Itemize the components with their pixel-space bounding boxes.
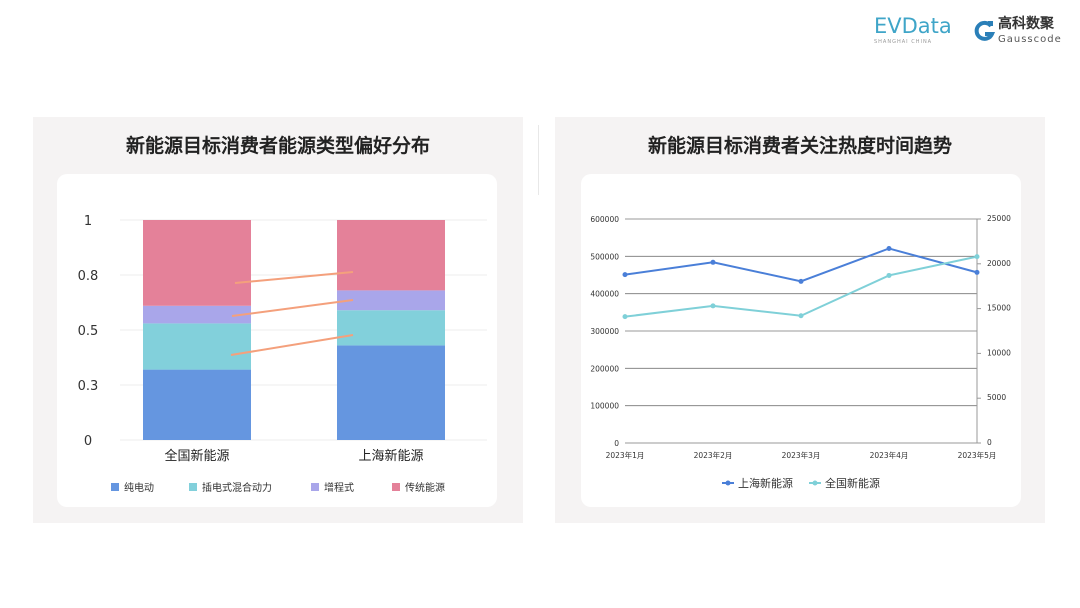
legend-label: 上海新能源: [738, 476, 793, 490]
gausscode-logo-cn: 高科数聚: [998, 16, 1054, 32]
legend-label: 插电式混合动力: [202, 481, 272, 494]
y-tick-label: 0.3: [78, 379, 99, 394]
x-tick-label: 2023年3月: [782, 450, 821, 460]
data-point: [798, 313, 804, 319]
series-line: [624, 247, 978, 283]
data-point: [622, 314, 628, 320]
chart-card: [581, 174, 1021, 507]
bar-segment: [143, 220, 251, 306]
legend-swatch: [311, 483, 319, 491]
y-right-tick-label: 25000: [987, 214, 1011, 223]
bar-segment: [337, 310, 445, 346]
data-point: [798, 278, 804, 284]
evdata-logo-sub: SHANGHAI CHINA: [874, 39, 933, 45]
x-tick-label: 2023年1月: [606, 450, 645, 460]
legend-swatch: [392, 483, 400, 491]
x-tick-label: 2023年4月: [870, 450, 909, 460]
connector-line: [234, 271, 354, 284]
y-left-tick-label: 100000: [590, 402, 619, 411]
y-right-tick-label: 15000: [987, 304, 1011, 313]
y-right-tick-label: 20000: [987, 259, 1011, 268]
right-panel: 新能源目标消费者关注热度时间趋势: [555, 117, 1045, 523]
legend-label: 增程式: [324, 481, 354, 494]
y-right-tick-label: 0: [987, 438, 992, 447]
legend-label: 传统能源: [405, 481, 445, 494]
connector-line: [231, 299, 354, 317]
data-point: [886, 272, 892, 278]
y-tick-label: 0: [84, 434, 92, 449]
y-left-tick-label: 0: [614, 439, 619, 448]
series-line: [624, 255, 978, 318]
y-left-tick-label: 500000: [590, 252, 619, 261]
bar-segment: [337, 345, 445, 440]
evdata-logo-text: EVData: [874, 14, 952, 38]
y-right-tick-label: 10000: [987, 348, 1011, 357]
divider: [538, 125, 539, 195]
y-tick-label: 0.8: [78, 269, 99, 284]
chart-title: 新能源目标消费者能源类型偏好分布: [125, 135, 430, 157]
y-left-tick-label: 600000: [590, 215, 619, 224]
y-tick-label: 1: [84, 214, 92, 229]
y-tick-label: 0.5: [78, 324, 99, 339]
x-tick-label: 上海新能源: [358, 448, 423, 464]
legend-label: 全国新能源: [825, 476, 880, 490]
legend-swatch: [189, 483, 197, 491]
data-point: [710, 259, 716, 265]
bar-segment: [337, 220, 445, 291]
data-point: [974, 269, 980, 275]
gausscode-mark-icon: [974, 20, 996, 41]
x-tick-label: 2023年5月: [958, 450, 997, 460]
data-point: [710, 303, 716, 309]
data-point: [886, 245, 892, 251]
legend-label: 纯电动: [124, 481, 154, 494]
bar-segment: [337, 290, 445, 311]
gausscode-logo-en: Gausscode: [998, 34, 1062, 45]
y-left-tick-label: 200000: [590, 364, 619, 373]
evdata-logo: EVData SHANGHAI CHINA: [874, 14, 952, 45]
bar-segment: [143, 305, 251, 324]
bar-segment: [143, 323, 251, 370]
x-tick-label: 全国新能源: [164, 448, 229, 464]
legend-marker: [725, 480, 731, 486]
connector-line: [230, 334, 354, 356]
data-point: [974, 254, 980, 260]
x-tick-label: 2023年2月: [694, 450, 733, 460]
data-point: [622, 272, 628, 278]
chart-title: 新能源目标消费者关注热度时间趋势: [647, 135, 952, 157]
y-left-tick-label: 300000: [590, 327, 619, 336]
legend-marker: [812, 480, 818, 486]
legend-swatch: [111, 483, 119, 491]
y-right-tick-label: 5000: [987, 393, 1006, 402]
y-left-tick-label: 400000: [590, 290, 619, 299]
bar-segment: [143, 369, 251, 440]
